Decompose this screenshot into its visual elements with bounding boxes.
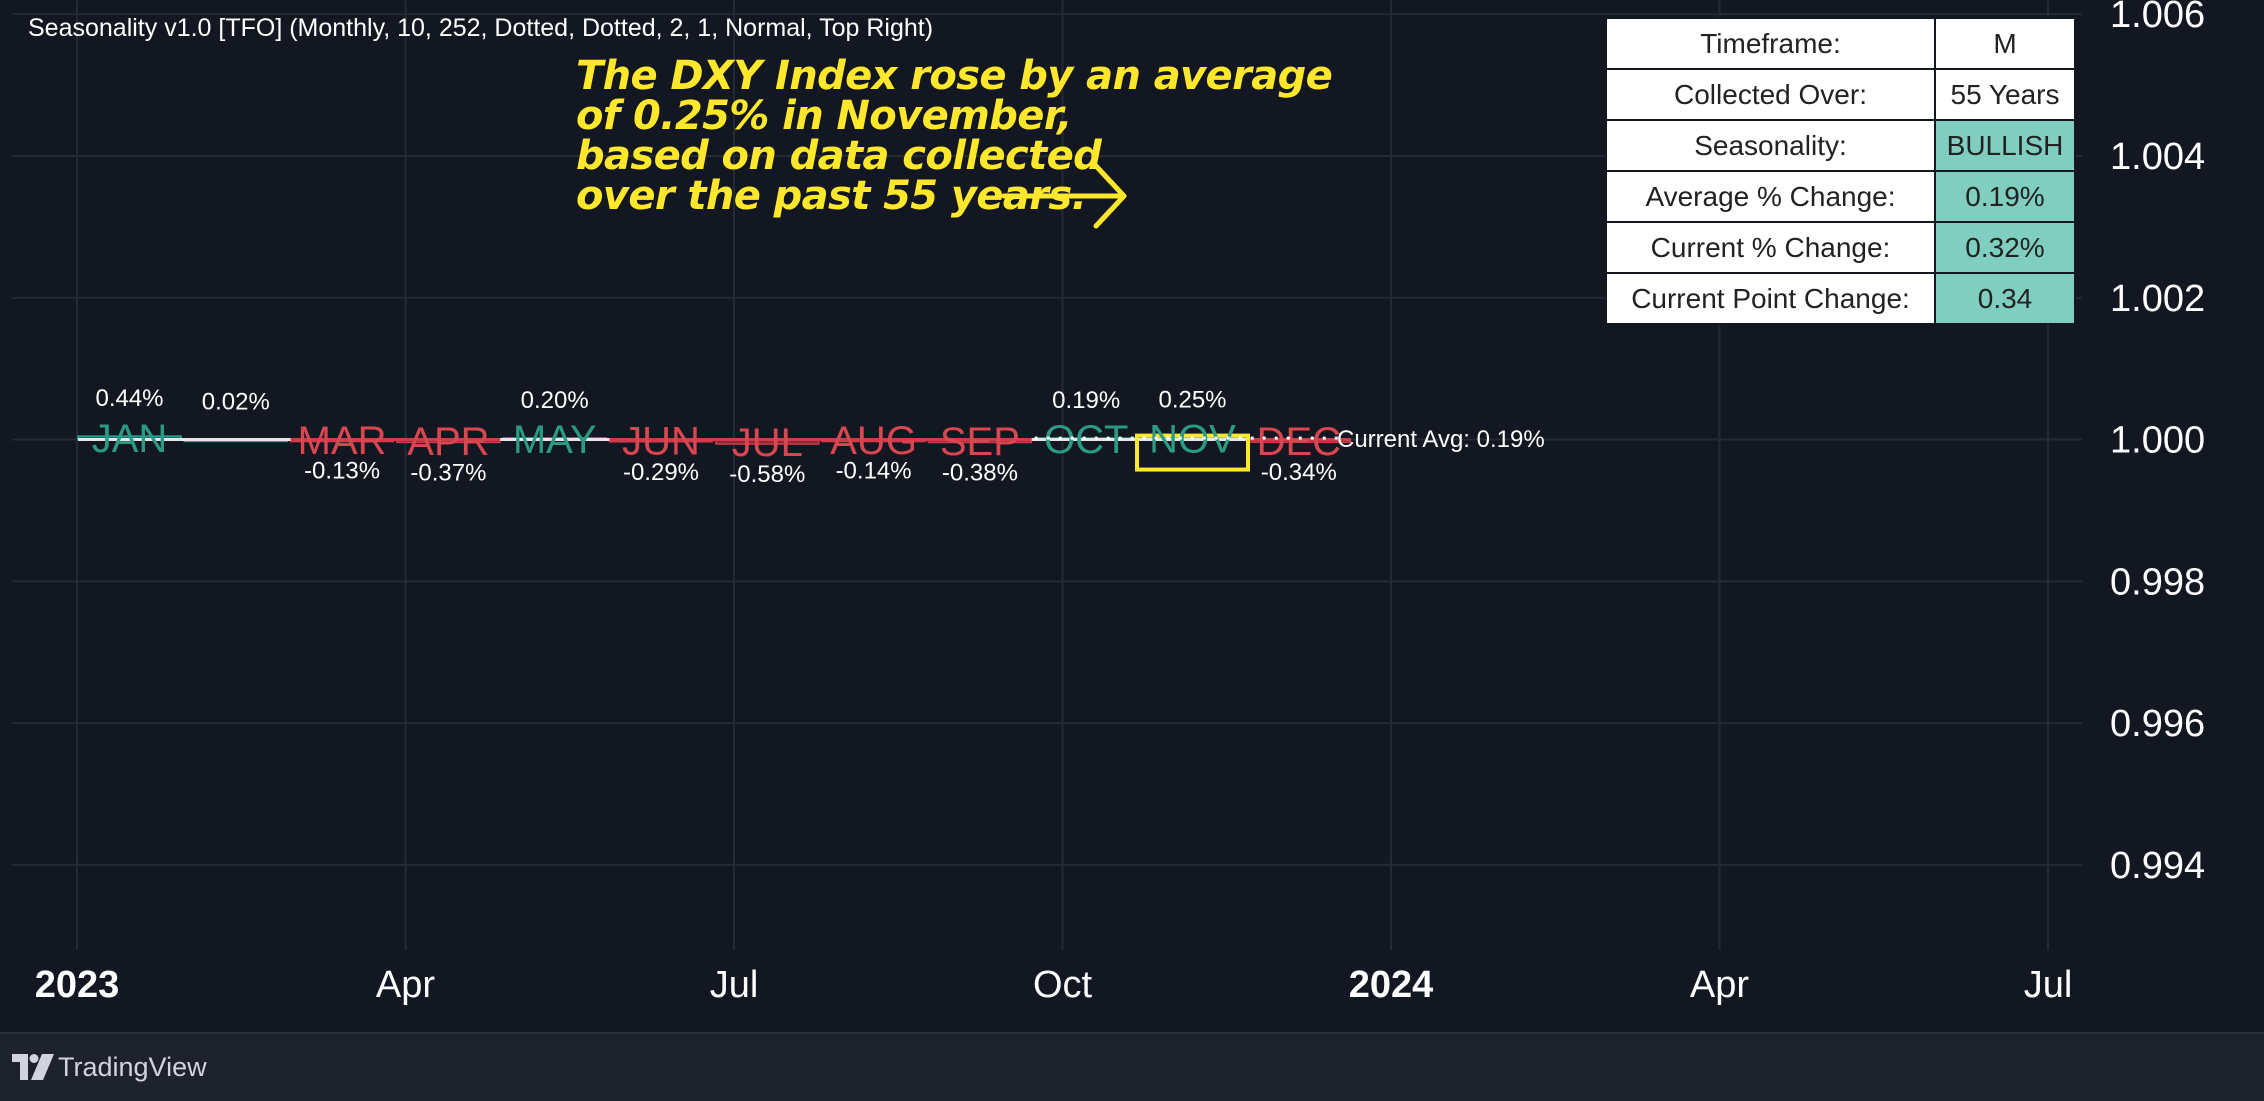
table-row: Current Point Change: 0.34 [1605, 272, 2076, 325]
seasonality-chart: JAN 0.44% 0.02% MAR-0.13% APR-0.37% MAY 0.20% J… [12, 0, 2205, 1006]
bar-month-label: SEP [940, 420, 1020, 464]
chart-labels: JAN 0.44% 0.02% MAR-0.13% APR-0.37% MAY 0.20% J… [92, 385, 1545, 488]
y-tick-label: 1.002 [2110, 278, 2205, 320]
tradingview-brand[interactable]: TradingView [58, 1052, 207, 1082]
arrow-right-icon [1001, 163, 1127, 229]
stat-value: 0.34 [1934, 272, 2076, 325]
table-row: Average % Change: 0.19% [1605, 170, 2076, 223]
bar-value-label: 0.25% [1158, 387, 1226, 414]
annotation-arrow [1001, 163, 1127, 229]
stat-label: Seasonality: [1605, 119, 1936, 172]
bar-month-label: OCT [1044, 418, 1128, 462]
bar-month-label: JUL [732, 421, 803, 465]
bar-value-label: -0.37% [410, 459, 486, 486]
stats-table: Timeframe: M Collected Over: 55 Years Se… [1605, 17, 2076, 325]
bar-value-label: -0.29% [623, 459, 699, 486]
table-row: Current % Change: 0.32% [1605, 221, 2076, 274]
x-tick-label: Apr [1690, 964, 1749, 1006]
chart-annotation: The DXY Index rose by an average of 0.25… [576, 53, 1333, 219]
bar-month-label: APR [407, 420, 489, 464]
bar-month-label: JAN [92, 417, 168, 461]
stat-value: 0.19% [1934, 170, 2076, 223]
x-tick-label: Oct [1033, 964, 1093, 1006]
annotation-line: of 0.25% in November, [576, 93, 1072, 139]
highlight-box [1135, 433, 1250, 472]
bar-month-label: AUG [830, 419, 917, 463]
y-tick-label: 0.996 [2110, 703, 2205, 745]
stat-label: Collected Over: [1605, 68, 1936, 121]
bar-month-label: JUN [622, 420, 700, 464]
x-tick-label: Jul [2024, 964, 2073, 1006]
x-tick-label: Jul [710, 964, 759, 1006]
y-tick-label: 1.004 [2110, 136, 2205, 178]
y-tick-label: 0.998 [2110, 561, 2205, 603]
stat-value: 0.32% [1934, 221, 2076, 274]
y-tick-label: 1.000 [2110, 420, 2205, 462]
stat-label: Current Point Change: [1605, 272, 1936, 325]
bar-value-label: 0.02% [202, 388, 270, 415]
indicator-title[interactable]: Seasonality v1.0 [TFO] (Monthly, 10, 252… [28, 14, 934, 42]
bar-value-label: -0.14% [836, 458, 912, 485]
bar-value-label: 0.19% [1052, 387, 1120, 414]
bar-value-label: 0.44% [95, 385, 163, 412]
stat-label: Timeframe: [1605, 17, 1936, 70]
bar-month-label: DEC [1257, 420, 1341, 464]
bar-month-label: MAR [298, 419, 387, 463]
chart-axes: 1.006 1.004 1.002 1.000 0.998 0.996 0.994 2023 A… [35, 0, 2205, 1006]
bar-value-label: -0.58% [729, 461, 805, 488]
tradingview-logo-icon[interactable] [12, 1054, 54, 1080]
footer-bar: TradingView [0, 1034, 2264, 1101]
chart-grid [12, 0, 2082, 950]
bar-month-label: MAY [513, 418, 597, 462]
footer-divider [0, 1032, 2264, 1034]
stat-label: Current % Change: [1605, 221, 1936, 274]
annotation-line: The DXY Index rose by an average [576, 53, 1333, 99]
y-tick-label: 0.994 [2110, 845, 2205, 887]
bar-value-label: 0.20% [521, 387, 589, 414]
stat-label: Average % Change: [1605, 170, 1936, 223]
table-row: Seasonality: BULLISH [1605, 119, 2076, 172]
bar-value-label: -0.34% [1261, 459, 1337, 486]
table-row: Collected Over: 55 Years [1605, 68, 2076, 121]
annotation-line: over the past 55 years. [576, 173, 1087, 219]
bar-month-label: NOV [1149, 418, 1236, 462]
x-tick-label: 2023 [35, 964, 120, 1006]
y-tick-label: 1.006 [2110, 0, 2205, 36]
x-tick-label: Apr [376, 964, 435, 1006]
x-tick-label: 2024 [1349, 964, 1434, 1006]
annotation-line: based on data collected [576, 133, 1102, 179]
stat-value: BULLISH [1934, 119, 2076, 172]
bar-value-label: -0.13% [304, 458, 380, 485]
stat-value: M [1934, 17, 2076, 70]
stat-value: 55 Years [1934, 68, 2076, 121]
bar-value-label: -0.38% [942, 460, 1018, 487]
table-row: Timeframe: M [1605, 17, 2076, 70]
current-avg-label: Current Avg: 0.19% [1337, 426, 1545, 453]
